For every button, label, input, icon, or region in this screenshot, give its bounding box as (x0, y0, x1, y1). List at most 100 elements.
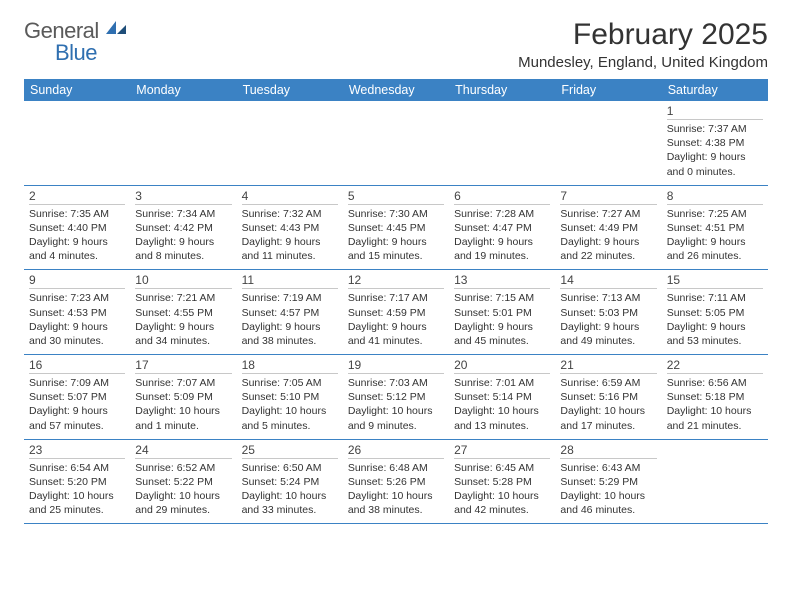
day-number: 14 (560, 273, 656, 289)
header: General Blue February 2025 Mundesley, En… (24, 18, 768, 71)
weekday-header: Sunday (24, 79, 130, 101)
day-details: Sunrise: 6:48 AMSunset: 5:26 PMDaylight:… (348, 461, 444, 518)
day-details: Sunrise: 7:34 AMSunset: 4:42 PMDaylight:… (135, 207, 231, 264)
weekday-header: Saturday (662, 79, 768, 101)
day-number: 18 (242, 358, 338, 374)
calendar-day: 1 Sunrise: 7:37 AMSunset: 4:38 PMDaylight… (662, 101, 768, 185)
day-number: 13 (454, 273, 550, 289)
day-details: Sunrise: 7:19 AMSunset: 4:57 PMDaylight:… (242, 291, 338, 348)
day-details: Sunrise: 7:15 AMSunset: 5:01 PMDaylight:… (454, 291, 550, 348)
day-number: 12 (348, 273, 444, 289)
logo: General Blue (24, 18, 128, 44)
calendar-day-empty (343, 101, 449, 185)
calendar-day: 4Sunrise: 7:32 AMSunset: 4:43 PMDaylight… (237, 186, 343, 270)
weekday-header: Monday (130, 79, 236, 101)
calendar-day: 17Sunrise: 7:07 AMSunset: 5:09 PMDayligh… (130, 355, 236, 439)
day-number: 20 (454, 358, 550, 374)
day-details: Sunrise: 7:09 AMSunset: 5:07 PMDaylight:… (29, 376, 125, 433)
day-details: Sunrise: 6:59 AMSunset: 5:16 PMDaylight:… (560, 376, 656, 433)
location-text: Mundesley, England, United Kingdom (518, 54, 768, 71)
day-details: Sunrise: 7:01 AMSunset: 5:14 PMDaylight:… (454, 376, 550, 433)
calendar-day: 15 Sunrise: 7:11 AMSunset: 5:05 PMDayligh… (662, 270, 768, 354)
day-details: Sunrise: 6:56 AMSunset: 5:18 PMDaylight:… (667, 376, 763, 433)
day-details: Sunrise: 7:13 AMSunset: 5:03 PMDaylight:… (560, 291, 656, 348)
calendar-day: 18 Sunrise: 7:05 AMSunset: 5:10 PMDayligh… (237, 355, 343, 439)
logo-word-2: Blue (55, 40, 97, 66)
day-number: 19 (348, 358, 444, 374)
day-number: 5 (348, 189, 444, 205)
calendar-day: 8Sunrise: 7:25 AMSunset: 4:51 PMDaylight… (662, 186, 768, 270)
calendar-day-empty (662, 440, 768, 524)
calendar-day: 12 Sunrise: 7:17 AMSunset: 4:59 PMDayligh… (343, 270, 449, 354)
day-details: Sunrise: 7:11 AMSunset: 5:05 PMDaylight:… (667, 291, 763, 348)
calendar-day: 19Sunrise: 7:03 AMSunset: 5:12 PMDayligh… (343, 355, 449, 439)
calendar-day: 3 Sunrise: 7:34 AMSunset: 4:42 PMDaylight… (130, 186, 236, 270)
day-number: 28 (560, 443, 656, 459)
day-details: Sunrise: 7:37 AMSunset: 4:38 PMDaylight:… (667, 122, 763, 179)
day-details: Sunrise: 6:45 AMSunset: 5:28 PMDaylight:… (454, 461, 550, 518)
weekday-header-row: Sunday Monday Tuesday Wednesday Thursday… (24, 79, 768, 101)
day-details: Sunrise: 7:05 AMSunset: 5:10 PMDaylight:… (242, 376, 338, 433)
day-number: 7 (560, 189, 656, 205)
day-number: 6 (454, 189, 550, 205)
day-number: 15 (667, 273, 763, 289)
calendar-day: 27 Sunrise: 6:45 AMSunset: 5:28 PMDayligh… (449, 440, 555, 524)
day-number: 3 (135, 189, 231, 205)
month-title: February 2025 (518, 18, 768, 52)
calendar-day: 7 Sunrise: 7:27 AMSunset: 4:49 PMDaylight… (555, 186, 661, 270)
day-details: Sunrise: 7:17 AMSunset: 4:59 PMDaylight:… (348, 291, 444, 348)
day-details: Sunrise: 7:25 AMSunset: 4:51 PMDaylight:… (667, 207, 763, 264)
day-details: Sunrise: 7:35 AMSunset: 4:40 PMDaylight:… (29, 207, 125, 264)
day-details: Sunrise: 7:28 AMSunset: 4:47 PMDaylight:… (454, 207, 550, 264)
day-details: Sunrise: 6:50 AMSunset: 5:24 PMDaylight:… (242, 461, 338, 518)
calendar-week: 1 Sunrise: 7:37 AMSunset: 4:38 PMDaylight… (24, 101, 768, 185)
calendar-day-empty (555, 101, 661, 185)
day-number: 17 (135, 358, 231, 374)
calendar-day: 11 Sunrise: 7:19 AMSunset: 4:57 PMDayligh… (237, 270, 343, 354)
calendar-day-empty (130, 101, 236, 185)
calendar-day: 24 Sunrise: 6:52 AMSunset: 5:22 PMDayligh… (130, 440, 236, 524)
day-details: Sunrise: 6:54 AMSunset: 5:20 PMDaylight:… (29, 461, 125, 518)
weekday-header: Friday (555, 79, 661, 101)
calendar-day: 13 Sunrise: 7:15 AMSunset: 5:01 PMDayligh… (449, 270, 555, 354)
calendar-week: 9Sunrise: 7:23 AMSunset: 4:53 PMDaylight… (24, 269, 768, 354)
day-number: 27 (454, 443, 550, 459)
calendar-day: 6 Sunrise: 7:28 AMSunset: 4:47 PMDaylight… (449, 186, 555, 270)
calendar-day: 9Sunrise: 7:23 AMSunset: 4:53 PMDaylight… (24, 270, 130, 354)
weekday-header: Tuesday (237, 79, 343, 101)
calendar-day: 23 Sunrise: 6:54 AMSunset: 5:20 PMDayligh… (24, 440, 130, 524)
logo-sail-icon (104, 19, 128, 42)
day-details: Sunrise: 6:52 AMSunset: 5:22 PMDaylight:… (135, 461, 231, 518)
calendar-week: 16 Sunrise: 7:09 AMSunset: 5:07 PMDayligh… (24, 354, 768, 439)
day-number: 11 (242, 273, 338, 289)
calendar-day: 5Sunrise: 7:30 AMSunset: 4:45 PMDaylight… (343, 186, 449, 270)
day-number: 2 (29, 189, 125, 205)
calendar-day: 14 Sunrise: 7:13 AMSunset: 5:03 PMDayligh… (555, 270, 661, 354)
weekday-header: Thursday (449, 79, 555, 101)
calendar-day: 28 Sunrise: 6:43 AMSunset: 5:29 PMDayligh… (555, 440, 661, 524)
day-details: Sunrise: 7:27 AMSunset: 4:49 PMDaylight:… (560, 207, 656, 264)
calendar-week: 23 Sunrise: 6:54 AMSunset: 5:20 PMDayligh… (24, 439, 768, 524)
calendar-day: 16 Sunrise: 7:09 AMSunset: 5:07 PMDayligh… (24, 355, 130, 439)
day-details: Sunrise: 7:23 AMSunset: 4:53 PMDaylight:… (29, 291, 125, 348)
weekday-header: Wednesday (343, 79, 449, 101)
calendar-day-empty (449, 101, 555, 185)
bottom-rule (24, 523, 768, 524)
calendar-day: 20 Sunrise: 7:01 AMSunset: 5:14 PMDayligh… (449, 355, 555, 439)
day-number: 23 (29, 443, 125, 459)
calendar-day-empty (237, 101, 343, 185)
day-number: 24 (135, 443, 231, 459)
day-details: Sunrise: 6:43 AMSunset: 5:29 PMDaylight:… (560, 461, 656, 518)
day-details: Sunrise: 7:32 AMSunset: 4:43 PMDaylight:… (242, 207, 338, 264)
day-number: 1 (667, 104, 763, 120)
calendar-day: 21Sunrise: 6:59 AMSunset: 5:16 PMDayligh… (555, 355, 661, 439)
day-number: 26 (348, 443, 444, 459)
calendar-day: 10Sunrise: 7:21 AMSunset: 4:55 PMDayligh… (130, 270, 236, 354)
calendar-day: 25Sunrise: 6:50 AMSunset: 5:24 PMDayligh… (237, 440, 343, 524)
calendar-day: 22Sunrise: 6:56 AMSunset: 5:18 PMDayligh… (662, 355, 768, 439)
day-number: 16 (29, 358, 125, 374)
calendar-day-empty (24, 101, 130, 185)
calendar-day: 2 Sunrise: 7:35 AMSunset: 4:40 PMDaylight… (24, 186, 130, 270)
calendar-day: 26 Sunrise: 6:48 AMSunset: 5:26 PMDayligh… (343, 440, 449, 524)
calendar-week: 2 Sunrise: 7:35 AMSunset: 4:40 PMDaylight… (24, 185, 768, 270)
